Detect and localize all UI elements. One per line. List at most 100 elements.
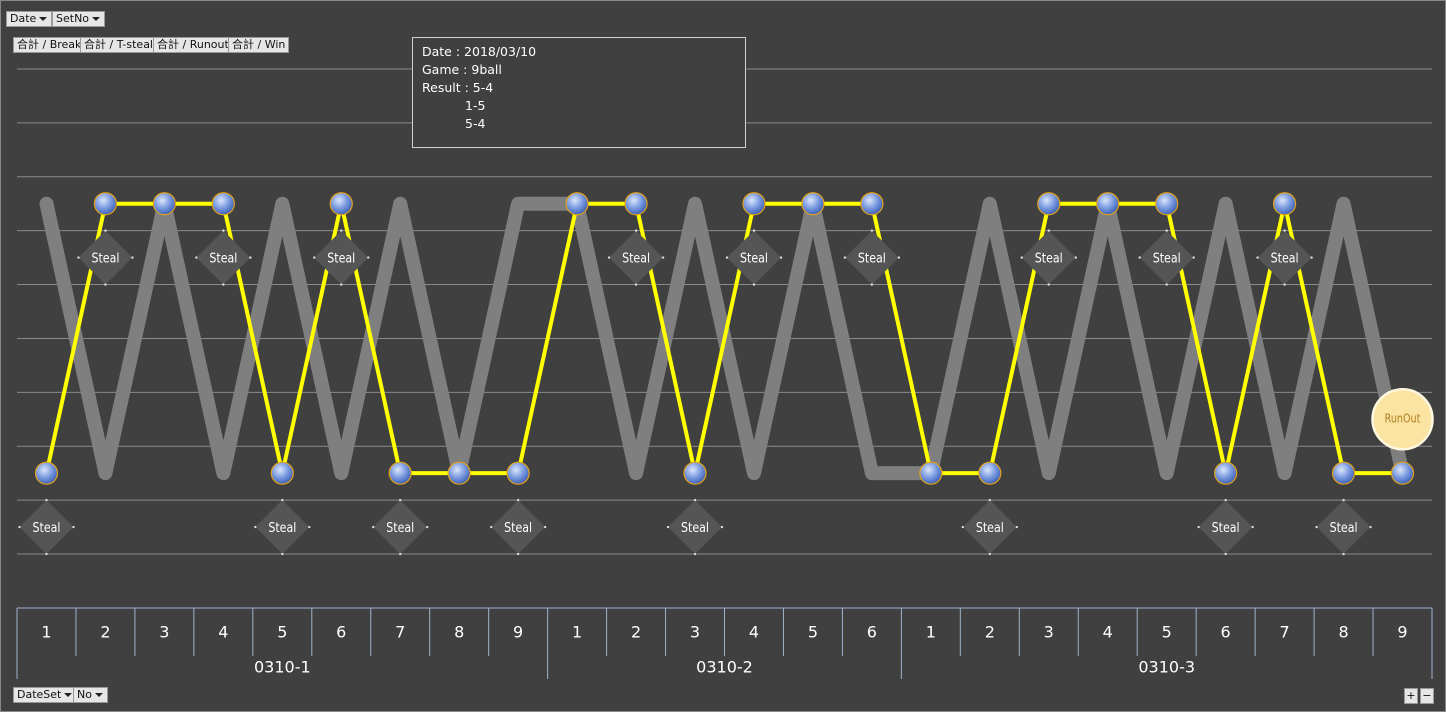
value-button[interactable]: 合計 / Break (13, 37, 86, 53)
diamond-handle (516, 552, 520, 556)
marker (270, 461, 294, 485)
marker (801, 192, 825, 216)
diamond-handle (1224, 498, 1227, 502)
diamond (314, 230, 369, 285)
diamond-handle (1138, 256, 1141, 259)
diamond-handle (1074, 256, 1077, 259)
axis-button[interactable]: DateSet (13, 687, 78, 703)
zoom-button[interactable]: − (1420, 688, 1434, 704)
value-button[interactable]: 合計 / Runout (153, 37, 233, 53)
marker (919, 461, 943, 485)
tooltip-line: Result : 5-4 (422, 80, 494, 95)
diamond-handle (340, 283, 343, 286)
x-tick-label: 7 (395, 623, 405, 642)
steal-marker: Steal (313, 229, 370, 286)
x-tick-label: 5 (1162, 623, 1172, 642)
data-label: Steal (504, 520, 532, 535)
zoom-button[interactable]: + (1404, 688, 1418, 704)
marker (742, 192, 766, 216)
diamond-handle (340, 229, 343, 232)
diamond (962, 500, 1017, 555)
diamond-handle (1047, 283, 1050, 286)
marker (1155, 192, 1179, 216)
data-label: Steal (622, 251, 650, 266)
value-button[interactable]: 合計 / Win (228, 37, 290, 53)
data-label: Steal (91, 251, 119, 266)
tooltip-line: Game : 9ball (422, 62, 502, 77)
data-label: Steal (209, 251, 237, 266)
diamond-handle (367, 256, 370, 259)
x-tick-label: 8 (454, 623, 464, 642)
diamond-handle (988, 552, 992, 556)
marker (211, 192, 235, 216)
filter-button[interactable]: SetNo (52, 11, 106, 27)
diamond-handle (1165, 229, 1168, 232)
bubble (1371, 388, 1434, 451)
diamond-handle (1342, 498, 1345, 502)
data-label: Steal (740, 251, 768, 266)
x-tick-label: 9 (513, 623, 523, 642)
x-tick-label: 1 (41, 623, 51, 642)
steal-marker: Steal (77, 229, 134, 286)
marker (1096, 192, 1120, 216)
x-tick-label: 3 (690, 623, 700, 642)
steal-marker: Steal (843, 229, 901, 286)
steal-marker: Steal (1315, 498, 1372, 556)
diamond-handle (399, 552, 402, 556)
marker (93, 192, 118, 216)
marker (624, 192, 648, 216)
diamond-handle (543, 525, 547, 529)
diamond-handle (372, 525, 375, 529)
diamond (491, 500, 546, 555)
diamond-handle (104, 283, 107, 286)
diamond-handle (104, 229, 107, 232)
diamond-handle (961, 525, 965, 529)
axis-button[interactable]: No (73, 687, 108, 703)
steal-marker: Steal (961, 498, 1019, 556)
value-button[interactable]: 合計 / T-steal (80, 37, 157, 53)
diamond-handle (399, 498, 402, 502)
diamond-handle (195, 256, 198, 259)
marker (683, 461, 707, 485)
diamond-handle (607, 256, 611, 259)
marker (1214, 461, 1238, 485)
x-tick-label: 6 (336, 623, 346, 642)
filter-button[interactable]: Date (6, 11, 53, 27)
diamond-handle (1192, 256, 1195, 259)
x-tick-label: 1 (572, 623, 582, 642)
diamond-handle (77, 256, 80, 259)
diamond-handle (45, 552, 48, 556)
steal-marker: Steal (18, 498, 75, 556)
steal-marker: Steal (1020, 229, 1077, 286)
diamond-handle (131, 256, 134, 259)
steal-marker: Steal (1256, 229, 1313, 286)
marker (1390, 461, 1415, 485)
steal-marker: Steal (372, 498, 429, 556)
diamond-handle (779, 256, 783, 259)
diamond (668, 500, 723, 555)
data-label: Steal (976, 520, 1004, 535)
diamond (78, 230, 133, 285)
x-tick-label: 2 (631, 623, 641, 642)
steal-marker: Steal (725, 229, 783, 286)
group-label: 0310-1 (254, 658, 311, 677)
group-label: 0310-2 (696, 658, 753, 677)
diamond-handle (1015, 525, 1019, 529)
x-tick-label: 4 (1103, 623, 1113, 642)
diamond-handle (634, 283, 638, 286)
diamond-handle (725, 256, 729, 259)
steal-marker: Steal (254, 498, 311, 556)
diamond-handle (843, 256, 847, 259)
tooltip: Date : 2018/03/10 Game : 9ball Result : … (412, 37, 746, 148)
tooltip-line: 5-4 (465, 116, 486, 131)
x-tick-label: 5 (277, 623, 287, 642)
x-tick-label: 8 (1338, 623, 1348, 642)
diamond-handle (222, 229, 225, 232)
diamond (255, 500, 310, 555)
diamond-handle (313, 256, 316, 259)
x-tick-label: 5 (808, 623, 818, 642)
tooltip-line: Date : 2018/03/10 (422, 44, 537, 59)
marker (978, 461, 1002, 485)
